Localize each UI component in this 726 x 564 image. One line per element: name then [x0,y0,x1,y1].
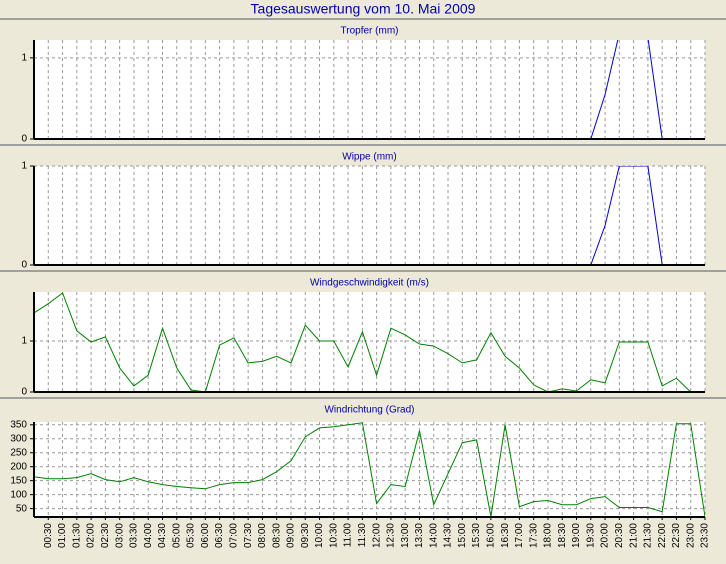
x-tick-label: 17:30 [528,523,539,548]
x-tick-label: 09:30 [300,523,311,548]
x-tick-label: 05:00 [171,523,182,548]
x-tick-label: 11:30 [357,523,368,548]
x-tick-label: 23:30 [700,523,711,548]
x-tick-label: 15:00 [457,523,468,548]
x-tick-label: 03:00 [114,523,125,548]
plot-area [34,292,705,392]
data-line [34,422,705,517]
x-tick-label: 18:00 [543,523,554,548]
x-tick-label: 20:30 [614,523,625,548]
x-tick-label: 08:00 [257,523,268,548]
x-tick-label: 14:00 [428,523,439,548]
x-tick-label: 07:30 [243,523,254,548]
y-tick-label: 250 [10,447,27,458]
x-tick-label: 11:00 [343,523,354,548]
y-tick-label: 0 [21,260,27,271]
x-tick-label: 08:30 [271,523,282,548]
panel-separator [0,270,726,272]
y-tick-label: 150 [10,475,27,486]
x-tick-label: 09:00 [286,523,297,548]
plot-area [34,166,705,265]
x-tick-label: 16:00 [485,523,496,548]
y-tick-label: 50 [16,503,28,514]
panel-title: Windrichtung (Grad) [324,405,414,416]
x-tick-label: 19:30 [585,523,596,548]
x-tick-label: 23:00 [685,523,696,548]
x-tick-label: 18:30 [557,523,568,548]
plot-area [34,40,705,139]
y-tick-label: 1 [21,336,27,347]
x-tick-label: 10:00 [314,523,325,548]
x-tick-label: 00:30 [43,523,54,548]
y-tick-label: 200 [10,461,27,472]
x-tick-label: 03:30 [129,523,140,548]
x-tick-label: 20:00 [600,523,611,548]
x-tick-label: 04:00 [143,523,154,548]
y-tick-label: 350 [10,419,27,430]
y-tick-label: 0 [21,134,27,145]
x-tick-label: 19:00 [571,523,582,548]
x-tick-label: 22:00 [657,523,668,548]
x-tick-label: 06:30 [214,523,225,548]
x-tick-label: 13:30 [414,523,425,548]
x-tick-label: 17:00 [514,523,525,548]
x-tick-label: 01:00 [57,523,68,548]
plot-area [34,422,705,517]
x-tick-label: 07:00 [229,523,240,548]
data-line [34,166,705,265]
x-tick-label: 13:00 [400,523,411,548]
x-tick-label: 01:30 [71,523,82,548]
x-tick-label: 15:30 [471,523,482,548]
y-tick-label: 1 [21,161,27,172]
panel-separator [0,18,726,20]
x-tick-label: 10:30 [328,523,339,548]
y-tick-label: 300 [10,433,27,444]
x-tick-label: 12:30 [386,523,397,548]
x-tick-label: 12:00 [371,523,382,548]
panel-separator [0,397,726,399]
panel-title: Wippe (mm) [342,152,396,163]
x-tick-label: 05:30 [186,523,197,548]
x-tick-label: 02:00 [86,523,97,548]
y-tick-label: 100 [10,489,27,500]
data-line [34,292,705,392]
x-tick-label: 02:30 [100,523,111,548]
chart-title: Tagesauswertung vom 10. Mai 2009 [251,1,476,17]
y-tick-label: 1 [21,52,27,63]
x-tick-label: 14:30 [443,523,454,548]
x-tick-label: 06:00 [200,523,211,548]
panel-title: Tropfer (mm) [341,26,399,37]
data-line [34,40,705,139]
x-tick-label: 16:30 [500,523,511,548]
y-tick-label: 0 [21,387,27,398]
x-tick-label: 04:30 [157,523,168,548]
x-tick-label: 21:00 [628,523,639,548]
x-tick-label: 22:30 [671,523,682,548]
panel-separator [0,144,726,146]
x-tick-label: 21:30 [643,523,654,548]
panel-title: Windgeschwindigkeit (m/s) [310,278,429,289]
